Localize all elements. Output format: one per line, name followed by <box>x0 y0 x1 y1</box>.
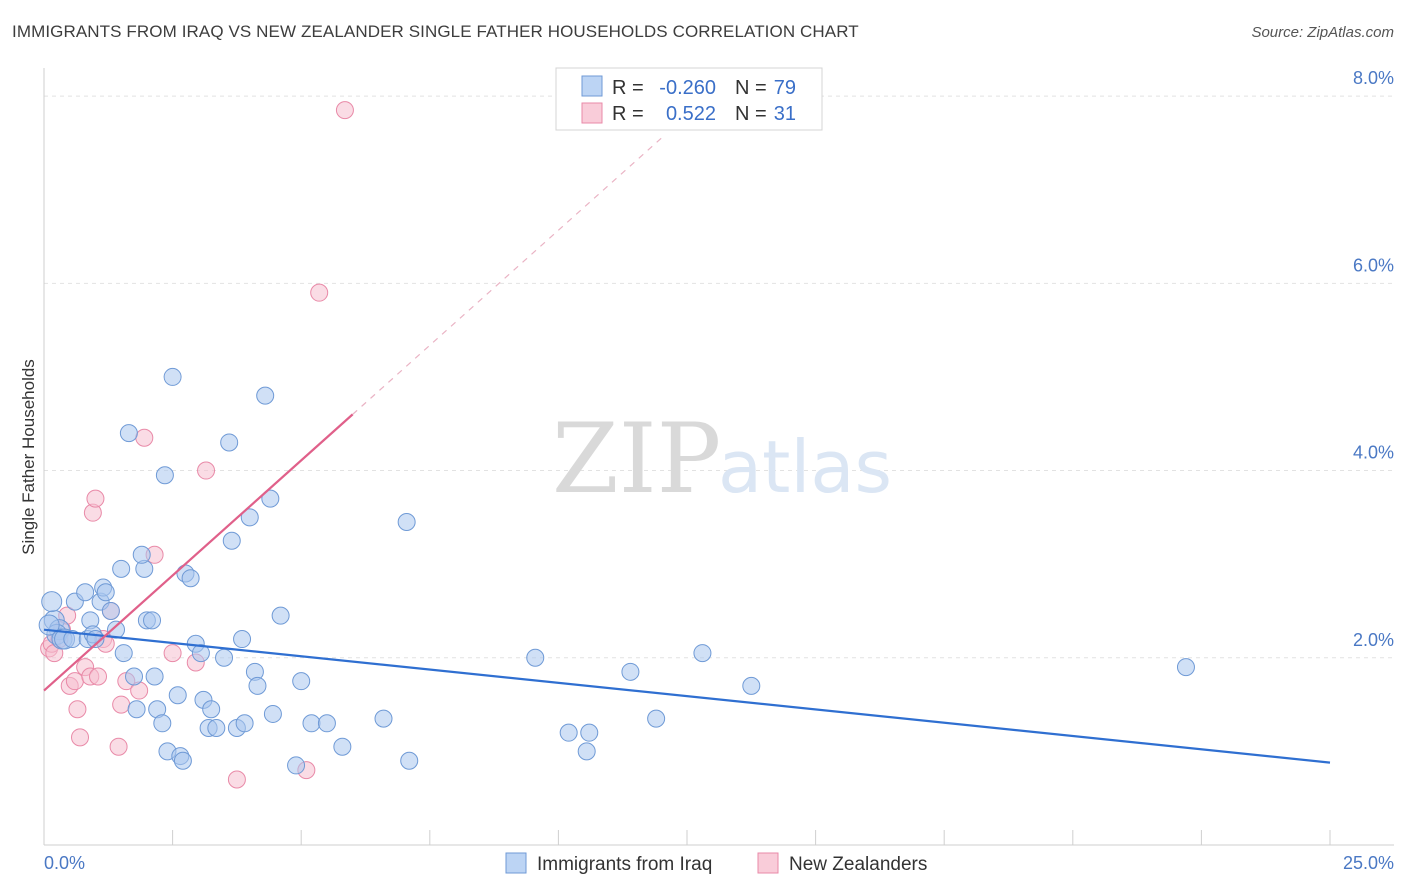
iraq-point-69 <box>580 723 599 742</box>
iraq-point-21 <box>119 424 138 443</box>
iraq-point-17 <box>101 601 120 620</box>
legend-r-value-iraq: -0.260 <box>659 77 716 99</box>
iraq-point-46 <box>220 433 239 452</box>
legend-n-label-nz: N = <box>735 103 767 125</box>
x-axis-ticks <box>172 830 1331 845</box>
y-tick-label-3: 8.0% <box>1353 68 1394 88</box>
y-tick-label-1: 4.0% <box>1353 443 1394 463</box>
trend-line-nz <box>43 413 354 692</box>
grid-lines <box>44 95 1394 659</box>
iraq-point-66 <box>526 648 545 667</box>
y-tick-label-0: 2.0% <box>1353 630 1394 650</box>
watermark-atlas: atlas <box>718 425 892 509</box>
iraq-point-36 <box>173 751 192 770</box>
iraq-point-22 <box>125 667 144 686</box>
iraq-point-74 <box>1176 658 1195 677</box>
iraq-point-1 <box>41 591 63 613</box>
iraq-point-53 <box>248 676 267 695</box>
iraq-point-71 <box>647 709 666 728</box>
y-axis-label: Single Father Households <box>19 359 38 555</box>
iraq-point-70 <box>621 662 640 681</box>
iraq-point-45 <box>215 648 234 667</box>
legend-r-label-nz: R = <box>612 103 644 125</box>
nz-point-13 <box>86 489 105 508</box>
nz-point-29 <box>310 283 329 302</box>
iraq-point-30 <box>153 714 172 733</box>
nz-point-26 <box>197 461 216 480</box>
bottom-legend-label-nz: New Zealanders <box>789 854 927 875</box>
iraq-point-73 <box>742 676 761 695</box>
iraq-point-57 <box>271 606 290 625</box>
iraq-point-25 <box>132 545 151 564</box>
nz-point-14 <box>89 667 108 686</box>
iraq-point-34 <box>168 686 187 705</box>
iraq-point-60 <box>302 714 321 733</box>
iraq-point-59 <box>292 672 311 691</box>
iraq-point-40 <box>191 644 210 663</box>
iraq-point-65 <box>400 751 419 770</box>
iraq-point-58 <box>287 756 306 775</box>
trend-lines <box>43 137 1331 764</box>
iraq-point-20 <box>114 644 133 663</box>
iraq-point-54 <box>256 386 275 405</box>
iraq-point-55 <box>261 489 280 508</box>
legend-n-label-iraq: N = <box>735 77 767 99</box>
iraq-point-63 <box>374 709 393 728</box>
legend-n-value-iraq: 79 <box>774 77 796 99</box>
watermark-zip: ZIP <box>552 403 721 515</box>
stats-legend: R = -0.260 N = 79 R = 0.522 N = 31 <box>555 67 823 131</box>
iraq-point-16 <box>96 583 115 602</box>
iraq-point-72 <box>693 644 712 663</box>
nz-point-8 <box>68 700 87 719</box>
legend-n-value-nz: 31 <box>774 103 796 125</box>
iraq-point-62 <box>333 737 352 756</box>
legend-r-label-iraq: R = <box>612 77 644 99</box>
legend-r-value-nz: 0.522 <box>666 103 716 125</box>
series-iraq-points <box>38 367 1195 775</box>
nz-point-19 <box>112 695 131 714</box>
iraq-point-64 <box>397 513 416 532</box>
bottom-legend: Immigrants from Iraq New Zealanders <box>505 852 927 875</box>
iraq-point-28 <box>145 667 164 686</box>
trend-line-nz-extension <box>352 137 662 415</box>
bottom-legend-swatch-iraq <box>505 852 527 874</box>
iraq-point-31 <box>155 466 174 485</box>
iraq-point-47 <box>222 531 241 550</box>
x-tick-label-1: 25.0% <box>1343 853 1394 873</box>
nz-point-18 <box>109 737 128 756</box>
nz-point-22 <box>135 428 154 447</box>
iraq-point-19 <box>112 559 131 578</box>
iraq-point-38 <box>181 569 200 588</box>
nz-point-30 <box>335 101 354 120</box>
nz-point-9 <box>71 728 90 747</box>
nz-point-7 <box>65 672 84 691</box>
legend-swatch-nz <box>581 102 603 124</box>
iraq-point-23 <box>127 700 146 719</box>
y-tick-label-2: 6.0% <box>1353 255 1394 275</box>
iraq-point-43 <box>202 700 221 719</box>
chart-title: IMMIGRANTS FROM IRAQ VS NEW ZEALANDER SI… <box>12 22 859 41</box>
iraq-point-27 <box>143 611 162 630</box>
y-tick-labels: 2.0% 4.0% 6.0% 8.0% <box>1353 68 1394 650</box>
nz-point-27 <box>227 770 246 789</box>
source-credit: Source: ZipAtlas.com <box>1251 24 1394 41</box>
iraq-point-56 <box>263 704 282 723</box>
iraq-point-44 <box>207 718 226 737</box>
iraq-point-51 <box>240 508 259 527</box>
x-tick-label-0: 0.0% <box>44 853 85 873</box>
iraq-point-33 <box>163 367 182 386</box>
iraq-point-61 <box>317 714 336 733</box>
bottom-legend-swatch-nz <box>757 852 779 874</box>
bottom-legend-label-iraq: Immigrants from Iraq <box>537 854 712 875</box>
legend-swatch-iraq <box>581 75 603 97</box>
trend-line-iraq <box>43 628 1331 764</box>
iraq-point-9 <box>76 583 95 602</box>
iraq-point-67 <box>559 723 578 742</box>
nz-point-24 <box>163 644 182 663</box>
iraq-point-49 <box>233 630 252 649</box>
iraq-point-68 <box>577 742 596 761</box>
iraq-point-50 <box>235 714 254 733</box>
